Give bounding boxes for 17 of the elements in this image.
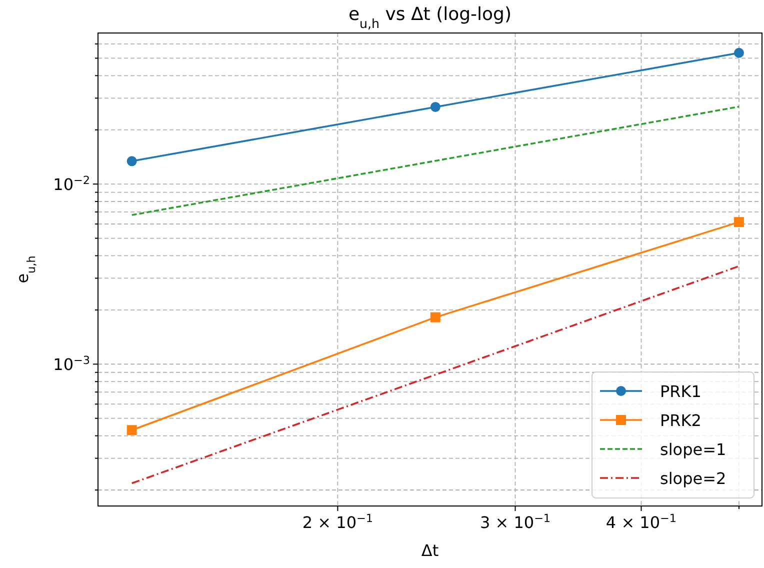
x-tick-label: 3 × 10$^{−1}$ [480, 512, 551, 532]
x-axis-title: Δt [421, 541, 439, 560]
point [430, 312, 440, 322]
y-tick-label: 10$^{−3}$ [53, 354, 90, 374]
point [126, 425, 137, 436]
chart-title: e$_{u,h}$ vs Δt (log-log) [348, 4, 512, 30]
point [734, 48, 744, 58]
legend-label: PRK2 [660, 411, 702, 430]
legend-label: slope=2 [660, 469, 726, 488]
point [734, 217, 744, 228]
x-tick-label: 4 × 10$^{−1}$ [606, 512, 677, 532]
y-tick-label: 10$^{−2}$ [53, 174, 90, 194]
x-tick-label: 2 × 10$^{−1}$ [302, 512, 374, 532]
legend-label: PRK1 [660, 382, 702, 401]
point [430, 102, 440, 112]
point [126, 156, 137, 166]
legend-label: slope=1 [660, 440, 726, 459]
